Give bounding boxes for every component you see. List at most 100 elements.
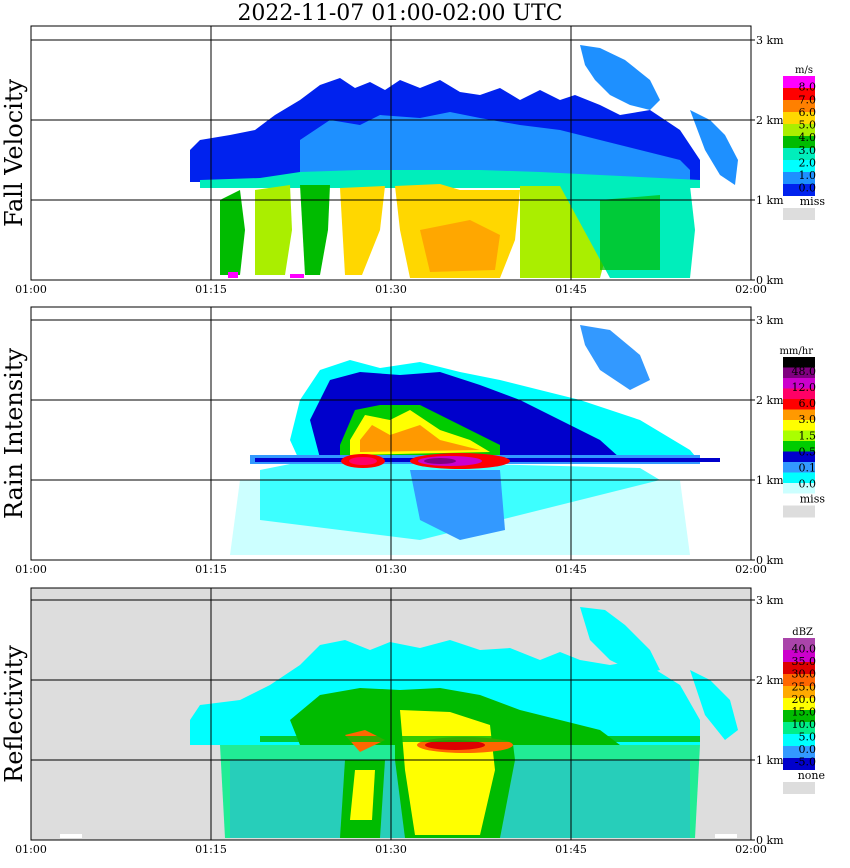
colorbar-label: 2.0: [799, 156, 817, 169]
colorbar-swatch: [783, 650, 815, 662]
x-tick-label: 02:00: [735, 283, 767, 296]
colorbar-label: 7.0: [799, 93, 817, 106]
colorbar-swatch: [783, 88, 815, 100]
colorbar-swatch: [783, 441, 815, 452]
colorbar-panel-1: mm/hr 48.0 12.0 6.0 3.0 1.5 0.5 0.1 0.0 miss: [779, 346, 825, 518]
x-tick-label: 01:00: [15, 283, 47, 296]
axes-panel-2: 01:00 01:15 01:30 01:45 02:000 km 1 km 2 km 3 k…: [0, 587, 784, 856]
x-tick-label: 01:30: [375, 283, 407, 296]
echo-field: [190, 45, 738, 278]
y-tick-label: 1 km: [756, 754, 784, 767]
colorbar-swatch: [783, 136, 815, 148]
y-tick-label: 3 km: [756, 314, 784, 327]
colorbar-label: 12.0: [792, 381, 817, 394]
colorbar-swatch: [783, 160, 815, 172]
echo-field: [230, 325, 720, 555]
colorbar-swatch: [783, 388, 815, 399]
y-tick-label: 3 km: [756, 594, 784, 607]
colorbar-label: 1.5: [799, 429, 817, 442]
colorbar-label: -5.0: [795, 756, 816, 769]
colorbar-swatch: [783, 710, 815, 722]
colorbar-swatch: [783, 698, 815, 710]
colorbar-swatch: [783, 686, 815, 698]
y-tick-label: 0 km: [756, 554, 784, 567]
colorbar-missing-swatch: [783, 505, 815, 518]
colorbar-unit: dBZ: [792, 627, 813, 638]
y-tick-label: 0 km: [756, 834, 784, 847]
panel-title: Reflectivity: [0, 645, 28, 783]
colorbar-swatch: [783, 662, 815, 674]
y-tick-label: 1 km: [756, 474, 784, 487]
x-tick-label: 01:30: [375, 843, 407, 856]
colorbar-label: 35.0: [792, 655, 817, 668]
colorbar-unit: mm/hr: [779, 346, 813, 357]
colorbar-missing-label: miss: [800, 493, 826, 506]
colorbar-swatch: [783, 758, 815, 770]
colorbar-swatch: [783, 734, 815, 746]
x-tick-label: 02:00: [735, 563, 767, 576]
colorbar-swatch: [783, 112, 815, 124]
colorbar-label: 20.0: [792, 693, 817, 706]
colorbar-swatch: [783, 472, 815, 483]
colorbar-missing-swatch: [783, 782, 815, 794]
echo-field: [60, 607, 738, 838]
panel-title: Fall Velocity: [0, 79, 28, 228]
colorbar-swatch: [783, 148, 815, 160]
colorbar-label: 0.0: [799, 182, 817, 195]
colorbar-swatch: [783, 100, 815, 112]
colorbar-label: 0.1: [799, 461, 817, 474]
y-tick-label: 2 km: [756, 674, 784, 687]
colorbars: m/s8.07.06.05.04.03.02.01.00.0missmm/hr4…: [779, 65, 825, 794]
colorbar-label: 5.0: [799, 119, 817, 132]
colorbar-swatch: [783, 76, 815, 88]
y-tick-label: 3 km: [756, 34, 784, 47]
y-tick-label: 2 km: [756, 114, 784, 127]
colorbar-label: 48.0: [792, 365, 817, 378]
colorbar-missing-label: miss: [800, 195, 826, 208]
y-tick-label: 2 km: [756, 394, 784, 407]
colorbar-panel-2: dBZ 40.035.030.025.020.015.010.05.00.0-5.…: [783, 627, 825, 794]
colorbar-swatch: [783, 420, 815, 431]
colorbar-label: 0.0: [799, 743, 817, 756]
colorbar-swatch: [783, 378, 815, 389]
colorbar-swatch: [783, 462, 815, 473]
y-tick-label: 1 km: [756, 194, 784, 207]
x-tick-label: 01:15: [195, 283, 227, 296]
plot-border: [30, 306, 752, 561]
colorbar-swatch: [783, 746, 815, 758]
colorbar-label: 30.0: [792, 668, 817, 681]
colorbar-swatch: [783, 367, 815, 378]
grid-and-axes: 01:00 01:15 01:30 01:45 02:000 km1 km2 km3 k…: [0, 25, 784, 856]
colorbar-label: 3.0: [799, 413, 817, 426]
plot-border: [30, 25, 752, 281]
x-tick-label: 02:00: [735, 843, 767, 856]
colorbar-unit: m/s: [795, 65, 813, 76]
colorbar-label: 4.0: [799, 131, 817, 144]
colorbar-label: 1.0: [799, 169, 817, 182]
colorbar-missing-label: none: [798, 769, 825, 782]
x-tick-label: 01:45: [555, 283, 587, 296]
colorbar-label: 10.0: [792, 718, 817, 731]
colorbar-swatch: [783, 722, 815, 734]
x-tick-label: 01:45: [555, 843, 587, 856]
colorbar-label: 25.0: [792, 680, 817, 693]
colorbar-swatch: [783, 674, 815, 686]
colorbar-label: 15.0: [792, 705, 817, 718]
colorbar-swatch: [783, 638, 815, 650]
y-tick-label: 0 km: [756, 274, 784, 287]
colorbar-swatch: [783, 172, 815, 184]
colorbar-swatch: [783, 357, 815, 368]
page-title: 2022-11-07 01:00-02:00 UTC: [237, 1, 563, 26]
colorbar-label: 5.0: [799, 731, 817, 744]
colorbar-label: 8.0: [799, 81, 817, 94]
colorbar-missing-swatch: [783, 208, 815, 220]
x-tick-label: 01:15: [195, 563, 227, 576]
x-tick-label: 01:15: [195, 843, 227, 856]
colorbar-label: 3.0: [799, 144, 817, 157]
colorbar-swatch: [783, 483, 815, 494]
x-tick-label: 01:00: [15, 843, 47, 856]
colorbar-swatch: [783, 184, 815, 196]
x-tick-label: 01:00: [15, 563, 47, 576]
colorbar-label: 6.0: [799, 397, 817, 410]
